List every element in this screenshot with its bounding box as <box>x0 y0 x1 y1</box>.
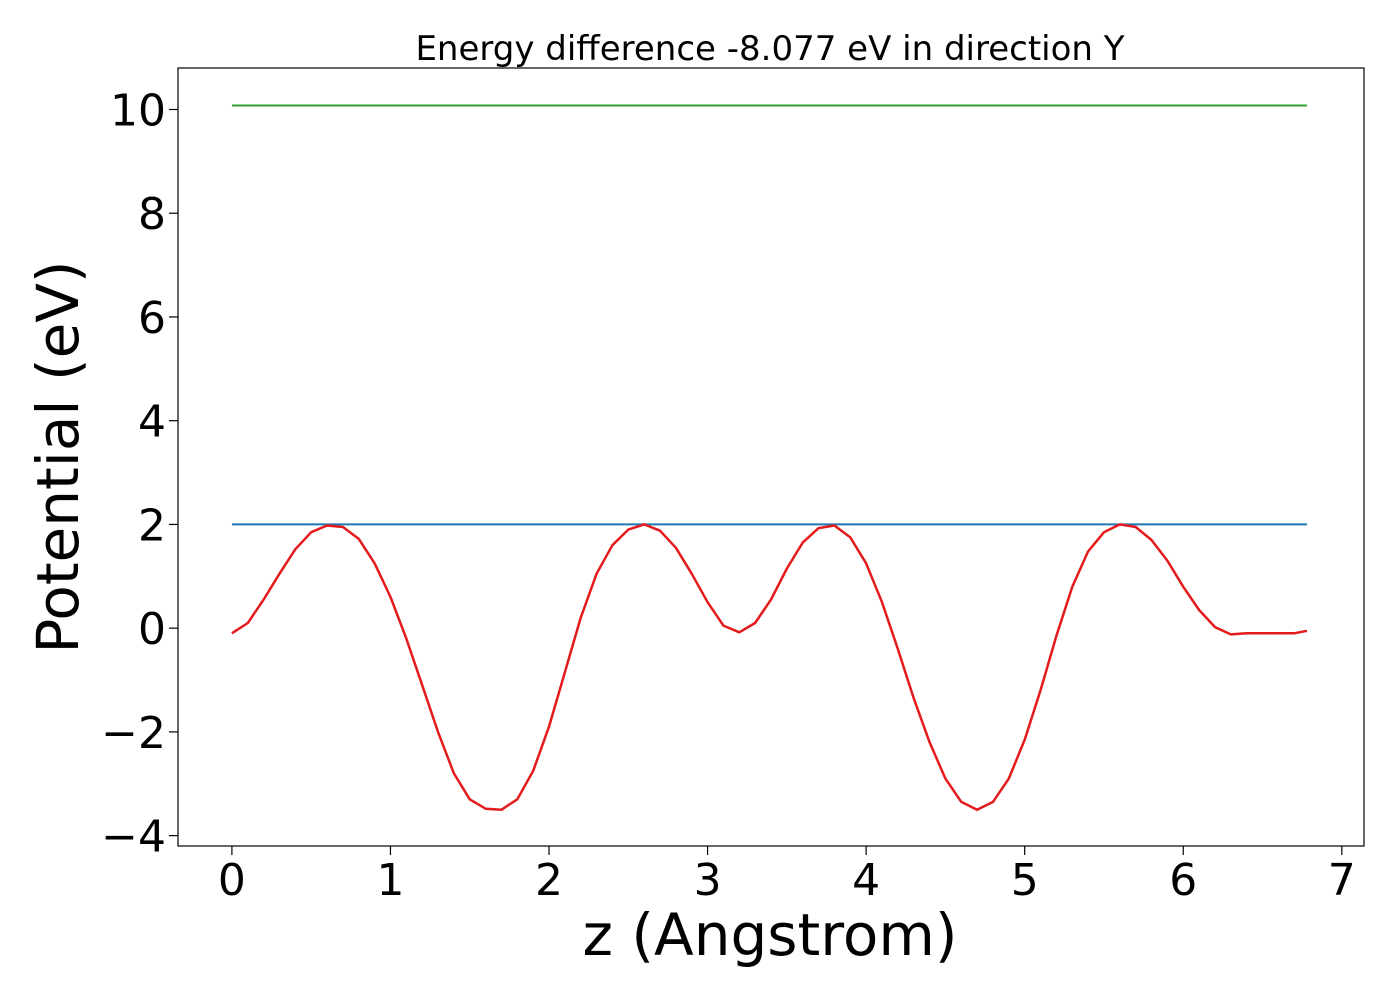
y-tick-label: 4 <box>138 397 166 448</box>
y-tick-label: 10 <box>110 85 166 136</box>
y-tick-label: −4 <box>101 812 166 863</box>
y-axis-label: Potential (eV) <box>24 260 92 653</box>
x-tick-label: 6 <box>1169 855 1197 906</box>
y-tick-label: −2 <box>101 708 166 759</box>
y-tick-label: 8 <box>138 189 166 240</box>
y-tick-label: 6 <box>138 293 166 344</box>
y-tick-label: 0 <box>138 604 166 655</box>
x-axis-label: z (Angstrom) <box>583 901 958 969</box>
axes-frame <box>177 67 1365 847</box>
x-tick-label: 2 <box>535 855 563 906</box>
series-line-potential-profile <box>231 523 1308 811</box>
x-tick-label: 4 <box>852 855 880 906</box>
x-tick-label: 1 <box>376 855 404 906</box>
plot-area <box>231 104 1308 811</box>
chart-title: Energy difference -8.077 eV in direction… <box>415 29 1124 69</box>
x-tick-label: 5 <box>1011 855 1039 906</box>
x-tick-label: 7 <box>1328 855 1356 906</box>
x-tick-label: 3 <box>694 855 722 906</box>
y-tick-label: 2 <box>138 500 166 551</box>
x-tick-label: 0 <box>218 855 246 906</box>
axis-ticks: 0 1 2 3 4 5 6 7 −4 −2 0 2 4 6 8 10 <box>101 85 1356 906</box>
